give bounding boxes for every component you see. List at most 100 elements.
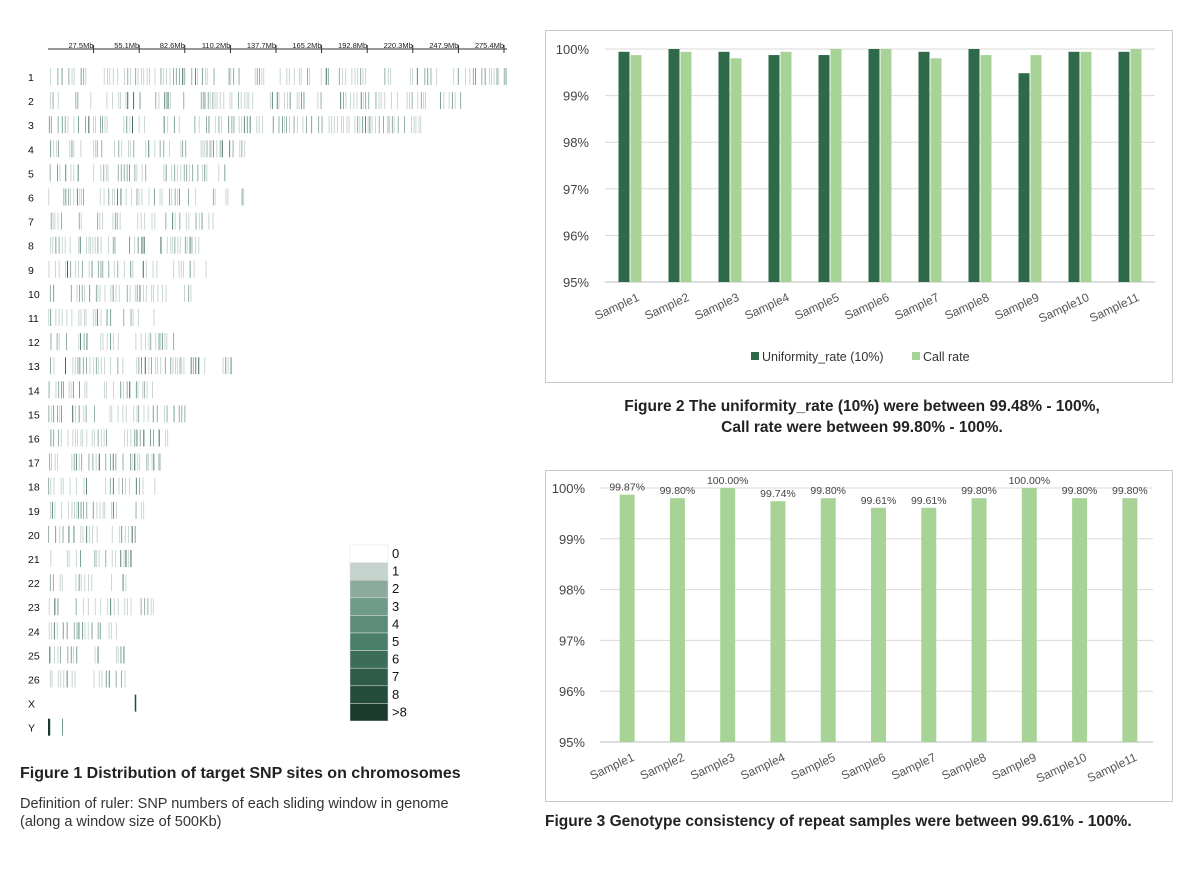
- snp-window-mark: [192, 357, 194, 375]
- snp-window-mark: [489, 68, 490, 85]
- snp-window-mark: [248, 92, 250, 110]
- snp-window-mark: [57, 212, 59, 230]
- snp-window-mark: [144, 116, 145, 134]
- snp-window-mark: [178, 260, 180, 278]
- snp-window-mark: [52, 92, 54, 110]
- ruler-tick-label: 55.1Mb: [114, 41, 139, 50]
- snp-window-mark: [78, 622, 80, 640]
- snp-window-mark: [54, 598, 56, 616]
- legend-label: 8: [392, 687, 399, 702]
- snp-window-mark: [140, 212, 142, 230]
- snp-window-mark: [161, 188, 163, 206]
- snp-window-mark: [321, 116, 323, 134]
- bar-consistency: [770, 501, 786, 742]
- snp-window-mark: [49, 670, 51, 688]
- snp-window-mark: [73, 116, 75, 134]
- snp-window-mark: [243, 188, 245, 206]
- legend-label: 2: [392, 581, 399, 596]
- snp-window-mark: [115, 646, 117, 664]
- snp-window-mark: [63, 381, 64, 399]
- snp-window-mark: [113, 260, 115, 278]
- snp-window-mark: [130, 453, 131, 471]
- legend-swatch: [349, 597, 389, 616]
- ruler-tick-label: 27.5Mb: [69, 41, 94, 50]
- snp-window-mark: [98, 670, 100, 688]
- snp-window-mark: [244, 92, 246, 110]
- chromosome-label: 14: [28, 385, 40, 397]
- snp-window-mark: [98, 453, 100, 471]
- y-tick-label: 100%: [556, 42, 590, 57]
- snp-window-mark: [68, 550, 70, 567]
- snp-window-mark: [173, 405, 175, 423]
- snp-window-mark: [74, 357, 76, 375]
- snp-window-mark: [52, 236, 54, 254]
- snp-window-mark: [75, 598, 77, 616]
- snp-window-mark: [165, 92, 167, 110]
- snp-window-mark: [85, 405, 87, 423]
- snp-window-mark: [158, 92, 160, 110]
- snp-window-mark: [50, 68, 51, 85]
- snp-window-mark: [97, 260, 99, 278]
- snp-window-mark: [68, 381, 70, 399]
- snp-window-mark: [70, 284, 72, 302]
- snp-window-mark: [60, 477, 62, 495]
- snp-window-mark: [78, 453, 80, 471]
- snp-window-mark: [96, 140, 98, 158]
- snp-window-mark: [125, 188, 127, 206]
- snp-window-mark: [158, 333, 160, 351]
- snp-window-mark: [95, 357, 97, 375]
- bar-consistency: [619, 494, 635, 742]
- snp-window-mark: [123, 309, 125, 326]
- snp-window-mark: [76, 501, 78, 519]
- snp-window-mark: [82, 622, 83, 640]
- snp-window-mark: [320, 92, 322, 110]
- snp-window-mark: [309, 68, 310, 85]
- snp-window-mark: [202, 92, 204, 110]
- snp-window-mark: [208, 212, 210, 230]
- snp-window-mark: [320, 68, 322, 85]
- snp-window-mark: [221, 116, 222, 134]
- snp-window-mark: [368, 92, 370, 110]
- snp-window-mark: [117, 357, 119, 375]
- snp-window-mark: [73, 140, 75, 158]
- snp-window-mark: [92, 236, 94, 254]
- bar-consistency: [1021, 488, 1037, 742]
- bar-callrate: [1030, 55, 1042, 282]
- snp-window-mark: [221, 140, 223, 158]
- snp-window-mark: [97, 212, 99, 230]
- snp-window-mark: [112, 453, 114, 471]
- snp-window-mark: [328, 116, 330, 134]
- snp-window-mark: [440, 92, 441, 110]
- snp-window-mark: [122, 453, 124, 471]
- snp-window-mark: [197, 164, 199, 182]
- snp-window-mark: [86, 333, 88, 351]
- snp-window-mark: [154, 68, 156, 85]
- snp-window-mark: [50, 116, 52, 134]
- snp-window-mark: [52, 574, 54, 592]
- snp-window-mark: [165, 164, 167, 182]
- chromosome-track-16: [50, 429, 169, 447]
- snp-window-mark: [301, 92, 302, 110]
- snp-window-mark: [396, 92, 398, 110]
- snp-window-mark: [76, 284, 78, 302]
- snp-window-mark: [66, 333, 67, 351]
- snp-window-mark: [195, 357, 197, 375]
- snp-window-mark: [80, 574, 82, 592]
- snp-window-mark: [77, 164, 79, 182]
- chromosome-track-3: [48, 116, 422, 134]
- snp-window-mark: [493, 68, 495, 85]
- snp-window-mark: [202, 140, 204, 158]
- snp-window-mark: [137, 68, 139, 85]
- snp-window-mark: [91, 260, 93, 278]
- snp-window-mark: [73, 164, 75, 182]
- snp-window-mark: [155, 92, 157, 110]
- snp-window-mark: [179, 68, 180, 85]
- snp-window-mark: [206, 116, 207, 134]
- snp-window-mark: [137, 453, 139, 471]
- snp-window-mark: [57, 670, 59, 688]
- snp-window-mark: [55, 236, 57, 254]
- snp-window-mark: [120, 188, 122, 206]
- snp-window-mark: [367, 116, 369, 134]
- snp-window-mark: [296, 92, 298, 110]
- snp-window-mark: [76, 646, 78, 664]
